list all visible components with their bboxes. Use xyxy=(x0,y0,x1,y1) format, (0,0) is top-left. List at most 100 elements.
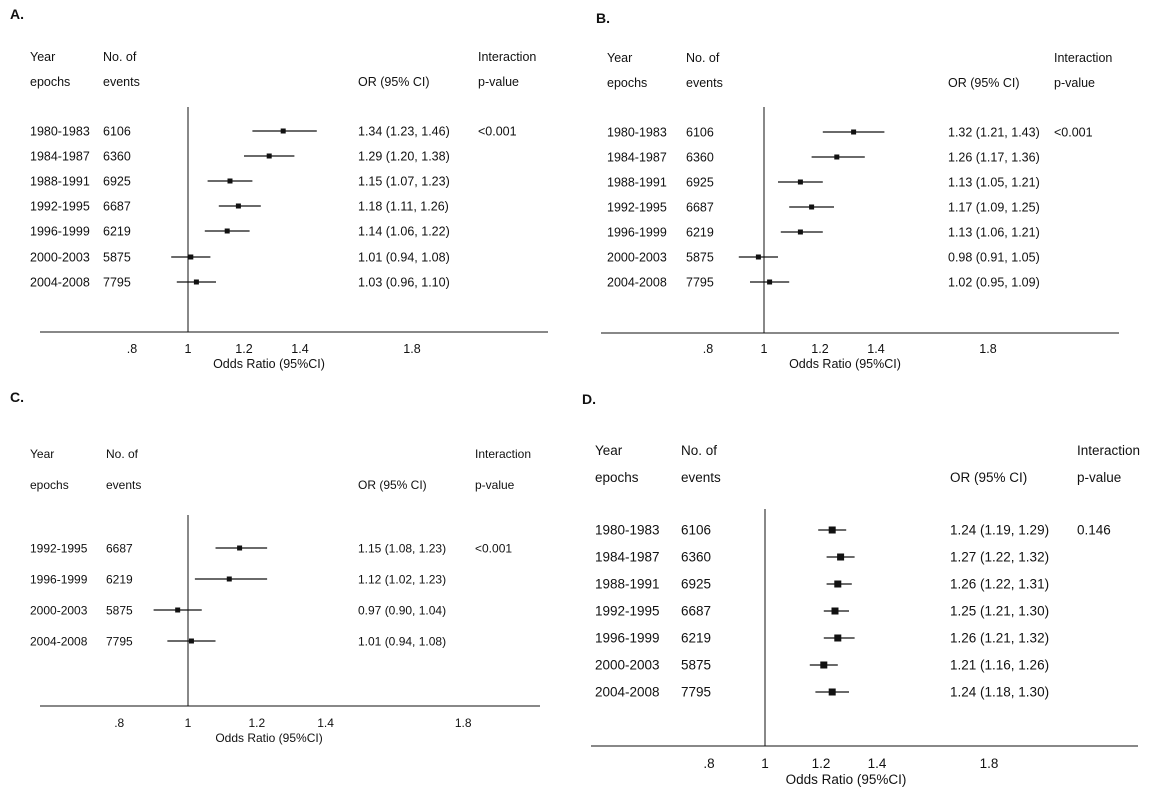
x-tick-label: .8 xyxy=(127,342,137,356)
header-or-ci: OR (95% CI) xyxy=(950,470,1027,485)
x-tick-label: 1.2 xyxy=(235,342,252,356)
row-events-label: 7795 xyxy=(103,276,131,290)
or-point-marker xyxy=(837,553,845,561)
or-point-marker xyxy=(797,179,803,185)
header-p-value: p-value xyxy=(475,478,515,492)
row-events-label: 6925 xyxy=(686,176,714,190)
panel-label: A. xyxy=(10,6,24,22)
row-or-ci-label: 1.29 (1.20, 1.38) xyxy=(358,150,450,164)
header-p-value: p-value xyxy=(1054,76,1095,90)
row-or-ci-label: 0.98 (0.91, 1.05) xyxy=(948,251,1040,265)
row-events-label: 6687 xyxy=(106,542,133,556)
header-p-value: p-value xyxy=(478,75,519,89)
x-tick-label: 1 xyxy=(185,342,192,356)
row-or-ci-label: 1.14 (1.06, 1.22) xyxy=(358,225,450,239)
or-point-marker xyxy=(226,576,232,582)
row-events-label: 6925 xyxy=(681,577,711,592)
header-interaction: Interaction xyxy=(1054,51,1112,65)
x-axis-title: Odds Ratio (95%CI) xyxy=(215,731,322,745)
x-tick-label: .8 xyxy=(703,756,714,771)
x-tick-label: 1.8 xyxy=(455,716,472,730)
row-or-ci-label: 1.15 (1.07, 1.23) xyxy=(358,175,450,189)
row-epoch-label: 1996-1999 xyxy=(595,631,660,646)
row-epoch-label: 2000-2003 xyxy=(30,251,90,265)
x-tick-label: 1.4 xyxy=(317,716,334,730)
row-events-label: 6219 xyxy=(681,631,711,646)
row-epoch-label: 2004-2008 xyxy=(30,276,90,290)
or-point-marker xyxy=(834,634,842,642)
header-no-of: No. of xyxy=(106,447,139,461)
x-tick-label: 1.8 xyxy=(979,342,996,356)
row-epoch-label: 1992-1995 xyxy=(30,542,88,556)
forest-panel-a: A. Year epochs No. of events OR (95% CI) Inter… xyxy=(10,6,548,371)
x-tick-label: 1.4 xyxy=(868,756,887,771)
row-events-label: 6219 xyxy=(106,573,133,587)
header-interaction: Interaction xyxy=(1077,443,1140,458)
row-or-ci-label: 1.26 (1.17, 1.36) xyxy=(948,151,1040,165)
row-or-ci-label: 1.24 (1.19, 1.29) xyxy=(950,523,1049,538)
row-events-label: 6106 xyxy=(681,523,711,538)
x-tick-label: 1.2 xyxy=(811,342,828,356)
header-year: Year xyxy=(30,447,54,461)
header-year: Year xyxy=(30,50,55,64)
row-or-ci-label: 1.02 (0.95, 1.09) xyxy=(948,276,1040,290)
row-events-label: 5875 xyxy=(103,251,131,265)
row-or-ci-label: 1.21 (1.16, 1.26) xyxy=(950,658,1049,673)
header-interaction: Interaction xyxy=(475,447,531,461)
or-point-marker xyxy=(831,607,839,615)
x-axis-title: Odds Ratio (95%CI) xyxy=(786,772,907,787)
header-or-ci: OR (95% CI) xyxy=(358,75,430,89)
row-or-ci-label: 1.27 (1.22, 1.32) xyxy=(950,550,1049,565)
row-or-ci-label: 1.13 (1.06, 1.21) xyxy=(948,226,1040,240)
row-events-label: 6925 xyxy=(103,175,131,189)
row-events-label: 6360 xyxy=(686,151,714,165)
row-or-ci-label: 1.18 (1.11, 1.26) xyxy=(358,200,449,214)
x-axis-title: Odds Ratio (95%CI) xyxy=(789,357,901,371)
row-epoch-label: 1984-1987 xyxy=(595,550,660,565)
header-no-of: No. of xyxy=(103,50,137,64)
row-epoch-label: 1996-1999 xyxy=(30,225,90,239)
row-or-ci-label: 1.34 (1.23, 1.46) xyxy=(358,125,450,139)
forest-panel-b: B. Year epochs No. of events OR (95% CI) Inter… xyxy=(596,10,1119,371)
row-pvalue-label: 0.146 xyxy=(1077,523,1111,538)
row-or-ci-label: 1.13 (1.05, 1.21) xyxy=(948,176,1040,190)
row-epoch-label: 2004-2008 xyxy=(607,276,667,290)
row-epoch-label: 2004-2008 xyxy=(595,685,660,700)
row-or-ci-label: 1.26 (1.22, 1.31) xyxy=(950,577,1049,592)
x-tick-label: 1 xyxy=(761,756,769,771)
header-no-of: No. of xyxy=(686,51,720,65)
row-or-ci-label: 1.25 (1.21, 1.30) xyxy=(950,604,1049,619)
row-epoch-label: 1980-1983 xyxy=(30,125,90,139)
panel-label: D. xyxy=(582,391,596,407)
or-point-marker xyxy=(828,526,836,534)
or-point-marker xyxy=(188,254,194,260)
row-epoch-label: 1980-1983 xyxy=(607,126,667,140)
or-point-marker xyxy=(280,128,286,134)
header-or-ci: OR (95% CI) xyxy=(358,478,427,492)
row-epoch-label: 1992-1995 xyxy=(595,604,660,619)
or-point-marker xyxy=(188,638,194,644)
or-point-marker xyxy=(193,279,199,285)
row-pvalue-label: <0.001 xyxy=(475,542,512,556)
row-or-ci-label: 1.03 (0.96, 1.10) xyxy=(358,276,450,290)
header-p-value: p-value xyxy=(1077,470,1121,485)
x-axis-title: Odds Ratio (95%CI) xyxy=(213,357,325,371)
header-interaction: Interaction xyxy=(478,50,536,64)
row-or-ci-label: 1.17 (1.09, 1.25) xyxy=(948,201,1040,215)
or-point-marker xyxy=(175,607,181,613)
or-point-marker xyxy=(266,153,272,159)
row-epoch-label: 1992-1995 xyxy=(30,200,90,214)
row-epoch-label: 2000-2003 xyxy=(595,658,660,673)
or-point-marker xyxy=(828,688,836,696)
row-events-label: 6219 xyxy=(103,225,131,239)
row-events-label: 6219 xyxy=(686,226,714,240)
or-point-marker xyxy=(809,204,815,210)
row-or-ci-label: 1.32 (1.21, 1.43) xyxy=(948,126,1040,140)
row-events-label: 6360 xyxy=(103,150,131,164)
x-tick-label: 1.8 xyxy=(980,756,999,771)
x-tick-label: .8 xyxy=(114,716,124,730)
row-epoch-label: 2000-2003 xyxy=(30,604,88,618)
row-events-label: 5875 xyxy=(686,251,714,265)
x-tick-label: 1.2 xyxy=(248,716,265,730)
